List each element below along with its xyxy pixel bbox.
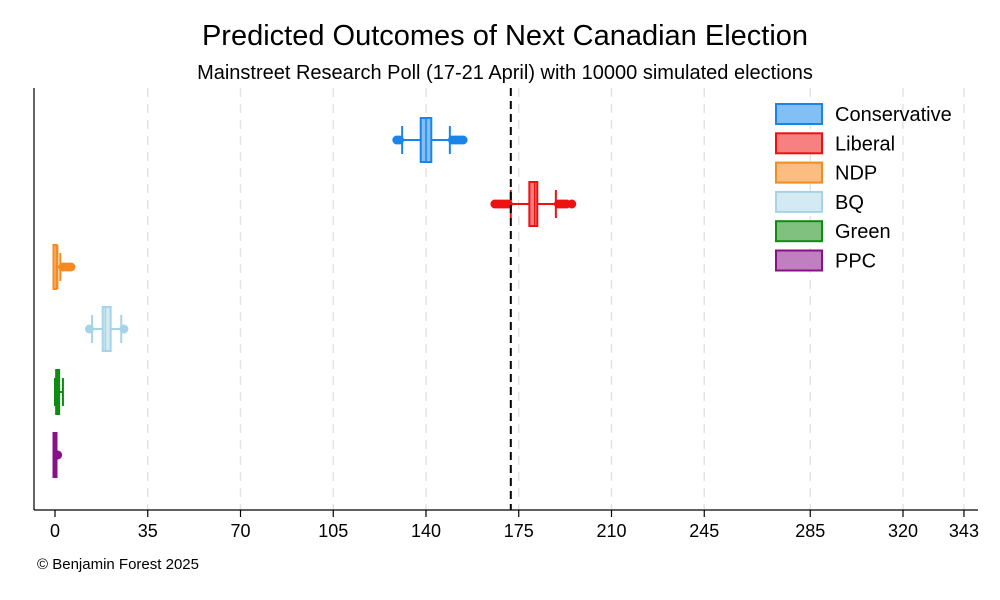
outlier-point (395, 135, 404, 145)
iqr-box (101, 306, 112, 352)
legend-swatch (775, 190, 823, 213)
x-tick-label: 245 (689, 521, 719, 541)
legend-label: BQ (835, 192, 864, 214)
x-tick-label: 70 (230, 521, 250, 541)
box-ndp (52, 244, 76, 290)
outlier-point (66, 262, 76, 272)
box-green (54, 369, 64, 415)
box-bq (84, 306, 129, 352)
box-ppc (52, 432, 63, 478)
outlier-point (567, 199, 577, 209)
box-liberal (490, 181, 577, 227)
outlier-point (84, 324, 94, 334)
x-tick-label: 140 (411, 521, 441, 541)
box-conservative (392, 117, 468, 163)
x-tick-label: 0 (50, 521, 60, 541)
x-tick-label: 285 (795, 521, 825, 541)
iqr-box (52, 244, 58, 290)
chart-subtitle: Mainstreet Research Poll (17-21 April) w… (197, 62, 813, 84)
x-tick-label: 210 (596, 521, 626, 541)
outlier-point (458, 135, 468, 145)
x-tick-label: 343 (949, 521, 979, 541)
credit-text: © Benjamin Forest 2025 (37, 556, 199, 573)
gridlines (147, 88, 965, 510)
legend: Conservative Liberal NDP BQ Green PPC (775, 103, 952, 273)
x-axis-ticks: 0 35 70 105 140 175 210 245 285 320 343 (50, 510, 979, 541)
legend-label: Liberal (835, 133, 895, 155)
outlier-point (119, 324, 129, 334)
legend-label: NDP (835, 163, 877, 185)
x-tick-label: 175 (504, 521, 534, 541)
legend-label: Green (835, 221, 891, 243)
outlier-point (53, 450, 63, 460)
x-tick-label: 105 (318, 521, 348, 541)
legend-swatch (775, 220, 823, 243)
box-series (52, 117, 577, 478)
legend-swatch (775, 161, 823, 184)
iqr-box (528, 181, 539, 227)
chart-title: Predicted Outcomes of Next Canadian Elec… (201, 20, 809, 52)
legend-swatch (775, 132, 823, 155)
legend-swatch (775, 103, 823, 125)
x-tick-label: 320 (888, 521, 918, 541)
legend-swatch (775, 249, 823, 272)
x-tick-label: 35 (138, 521, 158, 541)
legend-label: Conservative (835, 104, 952, 126)
legend-label: PPC (835, 251, 876, 273)
